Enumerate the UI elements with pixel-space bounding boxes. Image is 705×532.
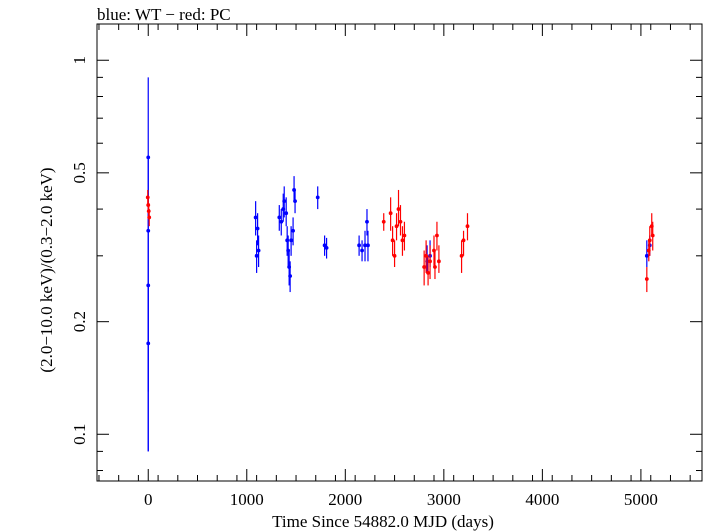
pc-data-point (388, 211, 393, 216)
y-tick-label: 0.2 (70, 311, 89, 332)
wt-data-point (289, 238, 294, 243)
wt-data-point (315, 195, 320, 200)
pc-data-point (428, 259, 432, 264)
y-axis-ticks: 0.1 0.2 0.5 1 (70, 56, 702, 472)
pc-data-point (398, 219, 403, 224)
wt-data-point (254, 253, 259, 258)
wt-data-point (288, 274, 293, 278)
wt-data-point (293, 199, 297, 204)
pc-data-point (392, 253, 397, 258)
x-tick-label: 5000 (624, 490, 658, 509)
pc-data-point (424, 253, 429, 258)
chart-title: blue: WT − red: PC (97, 5, 231, 24)
pc-data-point (461, 238, 466, 243)
pc-data-point (433, 265, 437, 269)
pc-data-point (459, 253, 464, 258)
pc-data-point (147, 215, 152, 220)
pc-data-point (402, 233, 407, 238)
y-tick-label: 1 (70, 56, 89, 65)
pc-data-point (426, 271, 430, 275)
pc-data-point (437, 259, 441, 264)
pc-data-point (644, 277, 649, 281)
wt-data-point (253, 215, 258, 220)
plot-frame (96, 23, 703, 482)
y-tick-label: 0.1 (70, 424, 89, 445)
x-tick-label: 1000 (230, 490, 264, 509)
pc-data-point (394, 224, 399, 229)
wt-data-point (324, 245, 329, 250)
wt-data-point (644, 253, 649, 258)
x-tick-label: 4000 (525, 490, 559, 509)
pc-data-point (422, 265, 427, 269)
x-tick-label: 2000 (328, 490, 362, 509)
wt-data-point (277, 215, 282, 220)
pc-data-point (435, 233, 439, 238)
x-axis-label: Time Since 54882.0 MJD (days) (272, 512, 494, 531)
wt-data-point (360, 248, 364, 253)
wt-data-point (284, 211, 289, 216)
wt-data-point (357, 243, 362, 248)
pc-data-point (647, 238, 652, 243)
data-marks (145, 77, 655, 452)
wt-data-point (255, 226, 260, 231)
x-axis-ticks: 0 1000 2000 3000 4000 5000 (98, 24, 691, 509)
wt-data-point (279, 219, 284, 224)
pc-data-point (390, 238, 395, 243)
wt-data-point (363, 243, 367, 248)
wt-data-point (291, 228, 295, 233)
pc-data-point (381, 219, 386, 224)
wt-data-point (282, 199, 287, 204)
y-axis-label: (2.0−10.0 keV)/(0.3−2.0 keV) (37, 167, 56, 372)
wt-data-point (146, 341, 151, 346)
pc-data-point (396, 207, 401, 211)
pc-data-point (465, 224, 470, 229)
wt-data-point (256, 248, 261, 253)
pc-data-point (650, 233, 655, 238)
pc-data-point (400, 238, 405, 243)
wt-data-point (366, 243, 370, 248)
x-tick-label: 0 (144, 490, 153, 509)
y-tick-label: 0.5 (70, 162, 89, 183)
wt-data-point (365, 219, 369, 224)
x-tick-label: 3000 (427, 490, 461, 509)
wt-data-point (322, 243, 327, 248)
